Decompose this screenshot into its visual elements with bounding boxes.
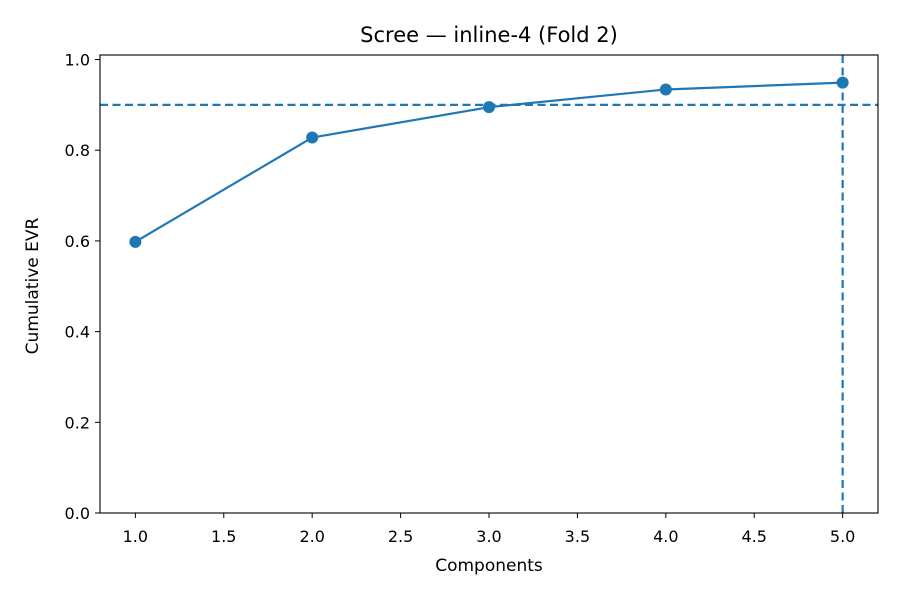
chart-title: Scree — inline-4 (Fold 2) — [360, 23, 618, 47]
x-tick-label: 4.0 — [653, 527, 678, 546]
y-tick-label: 0.0 — [65, 504, 90, 523]
x-tick-label: 4.5 — [742, 527, 767, 546]
x-tick-label: 2.5 — [388, 527, 413, 546]
y-tick-label: 0.2 — [65, 413, 90, 432]
x-tick-label: 1.0 — [123, 527, 148, 546]
y-axis-label: Cumulative EVR — [23, 218, 43, 355]
data-point — [129, 235, 142, 248]
x-axis-label: Components — [435, 556, 543, 576]
y-tick-label: 0.4 — [65, 323, 90, 342]
data-point — [483, 101, 495, 114]
y-tick-label: 0.8 — [65, 141, 90, 160]
data-point — [659, 83, 672, 96]
x-tick-label: 3.0 — [476, 527, 501, 546]
y-tick-label: 1.0 — [65, 51, 90, 70]
x-tick-label: 2.0 — [299, 527, 324, 546]
data-point — [306, 131, 319, 144]
plot-frame — [99, 54, 879, 514]
plot-area: 1.0 1.5 2.0 2.5 3.0 3.5 4.0 4.5 5.0 0.0 0.2 0.4 0.6 0… — [65, 51, 879, 546]
x-tick-label: 3.5 — [565, 527, 590, 546]
y-tick-label: 0.6 — [65, 232, 90, 251]
x-tick-label: 1.5 — [211, 527, 236, 546]
x-tick-label: 5.0 — [830, 527, 855, 546]
data-point — [836, 76, 849, 89]
